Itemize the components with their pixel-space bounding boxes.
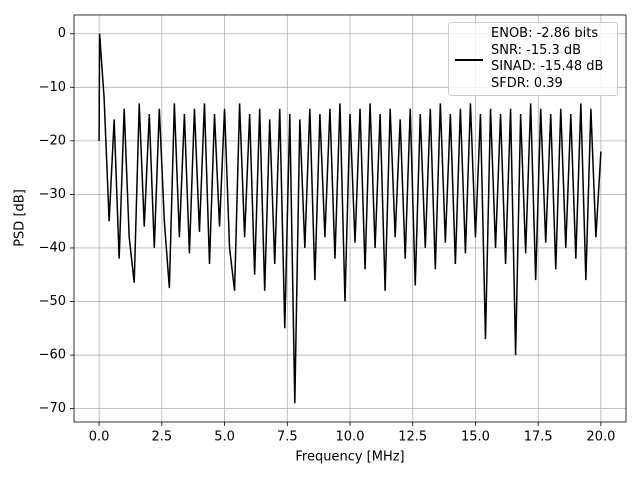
y-tick-label: −10 — [39, 80, 66, 95]
x-tick-label: 5.0 — [214, 430, 235, 445]
y-tick-label: −30 — [39, 187, 66, 202]
x-tick-label: 12.5 — [398, 430, 427, 445]
x-axis-label: Frequency [MHz] — [295, 450, 404, 465]
y-tick-label: −50 — [39, 294, 66, 309]
x-tick-label: 17.5 — [524, 430, 553, 445]
y-tick-label: −20 — [39, 133, 66, 148]
x-tick-label: 15.0 — [461, 430, 490, 445]
legend-swatch — [455, 59, 483, 61]
x-tick-label: 20.0 — [586, 430, 615, 445]
y-tick-label: −60 — [39, 348, 66, 363]
legend: ENOB: -2.86 bits SNR: -15.3 dB SINAD: -1… — [448, 22, 618, 96]
y-tick-label: −40 — [39, 240, 66, 255]
x-tick-label: 7.5 — [277, 430, 298, 445]
x-tick-label: 10.0 — [336, 430, 365, 445]
x-tick-label: 0.0 — [89, 430, 110, 445]
y-tick-label: 0 — [58, 26, 66, 41]
line-series — [98, 33, 602, 404]
plot-frame — [73, 14, 627, 423]
y-axis-label: PSD [dB] — [13, 189, 28, 247]
legend-label: ENOB: -2.86 bits SNR: -15.3 dB SINAD: -1… — [491, 26, 604, 91]
y-tick-label: −70 — [39, 401, 66, 416]
x-tick-label: 2.5 — [151, 430, 172, 445]
